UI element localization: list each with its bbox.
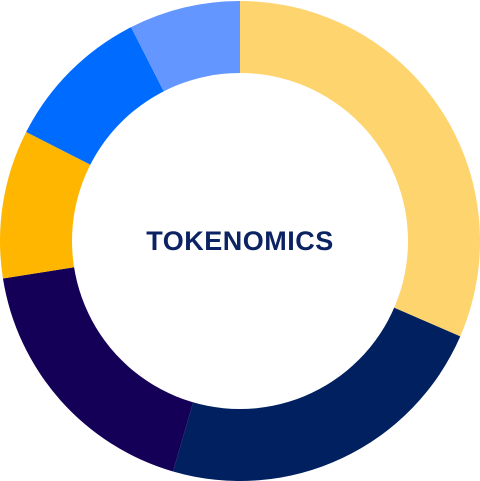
donut-center-hole xyxy=(72,73,408,409)
chart-title: TOKENOMICS xyxy=(146,226,334,256)
